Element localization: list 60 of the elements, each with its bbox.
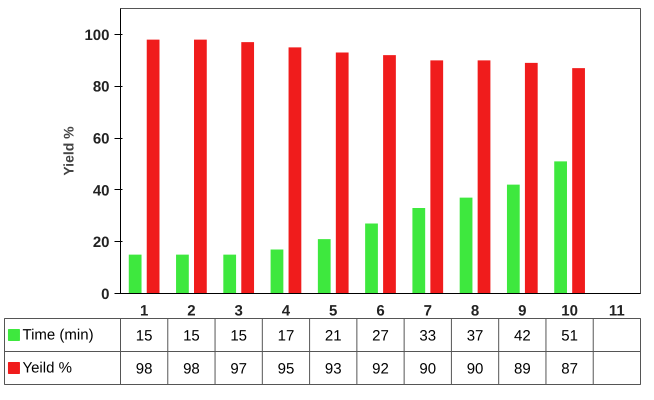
data-label: 90: [466, 360, 484, 378]
bar: [223, 254, 236, 294]
data-label: 33: [419, 328, 436, 344]
bar: [288, 47, 302, 294]
x-tick-label: 10: [561, 302, 578, 320]
data-label: 21: [324, 328, 342, 344]
x-tick-label: 2: [187, 302, 196, 320]
bar: [194, 40, 207, 294]
bar: [383, 55, 396, 294]
data-label: 98: [183, 360, 200, 378]
x-tick-label: 8: [470, 302, 480, 320]
x-tick-label: 3: [234, 302, 243, 320]
bar: [146, 40, 160, 294]
legend-label: Time (min): [22, 326, 94, 344]
y-tick-label: 60: [92, 130, 110, 148]
data-label: 92: [372, 360, 389, 378]
x-tick-label: 4: [282, 302, 291, 320]
bar: [176, 254, 189, 294]
bar: [318, 239, 331, 294]
x-tick-label: 1: [140, 302, 148, 320]
bar: [460, 198, 472, 294]
bar: [524, 62, 538, 294]
data-label: 17: [278, 328, 294, 344]
x-tick-label: 6: [376, 302, 385, 320]
x-tick-label: 11: [608, 302, 625, 320]
y-tick-label: 100: [84, 26, 110, 44]
legend-label: Yeild %: [22, 360, 72, 376]
data-label: 27: [372, 328, 389, 344]
data-label: 15: [230, 328, 248, 344]
x-tick-label: 7: [424, 302, 432, 320]
bar: [365, 224, 378, 294]
y-tick-label: 40: [92, 182, 110, 200]
bar: [270, 249, 284, 294]
bar: [572, 68, 585, 294]
bar: [412, 208, 426, 294]
bar: [554, 161, 567, 294]
data-label: 98: [136, 360, 152, 378]
data-label: 15: [183, 328, 200, 344]
data-label: 42: [514, 328, 531, 344]
bar: [128, 254, 142, 294]
data-label: 15: [136, 328, 152, 344]
bar: [241, 42, 254, 294]
data-label: 93: [324, 360, 342, 378]
data-label: 95: [278, 360, 294, 378]
data-label: 37: [466, 328, 484, 344]
x-tick-label: 9: [518, 302, 526, 320]
data-label: 97: [230, 360, 248, 378]
data-label: 89: [514, 360, 531, 378]
bar: [478, 60, 490, 294]
y-axis-title: Yield %: [60, 126, 76, 176]
y-tick-label: 20: [92, 234, 110, 252]
data-label: 90: [419, 360, 436, 378]
bar: [506, 184, 520, 294]
data-label: 87: [561, 360, 578, 378]
bar: [336, 52, 349, 294]
y-tick-label: 80: [92, 78, 110, 96]
data-label: 51: [561, 328, 578, 344]
x-tick-label: 5: [329, 302, 338, 320]
bar: [430, 60, 444, 294]
y-tick-label: 0: [101, 286, 110, 303]
